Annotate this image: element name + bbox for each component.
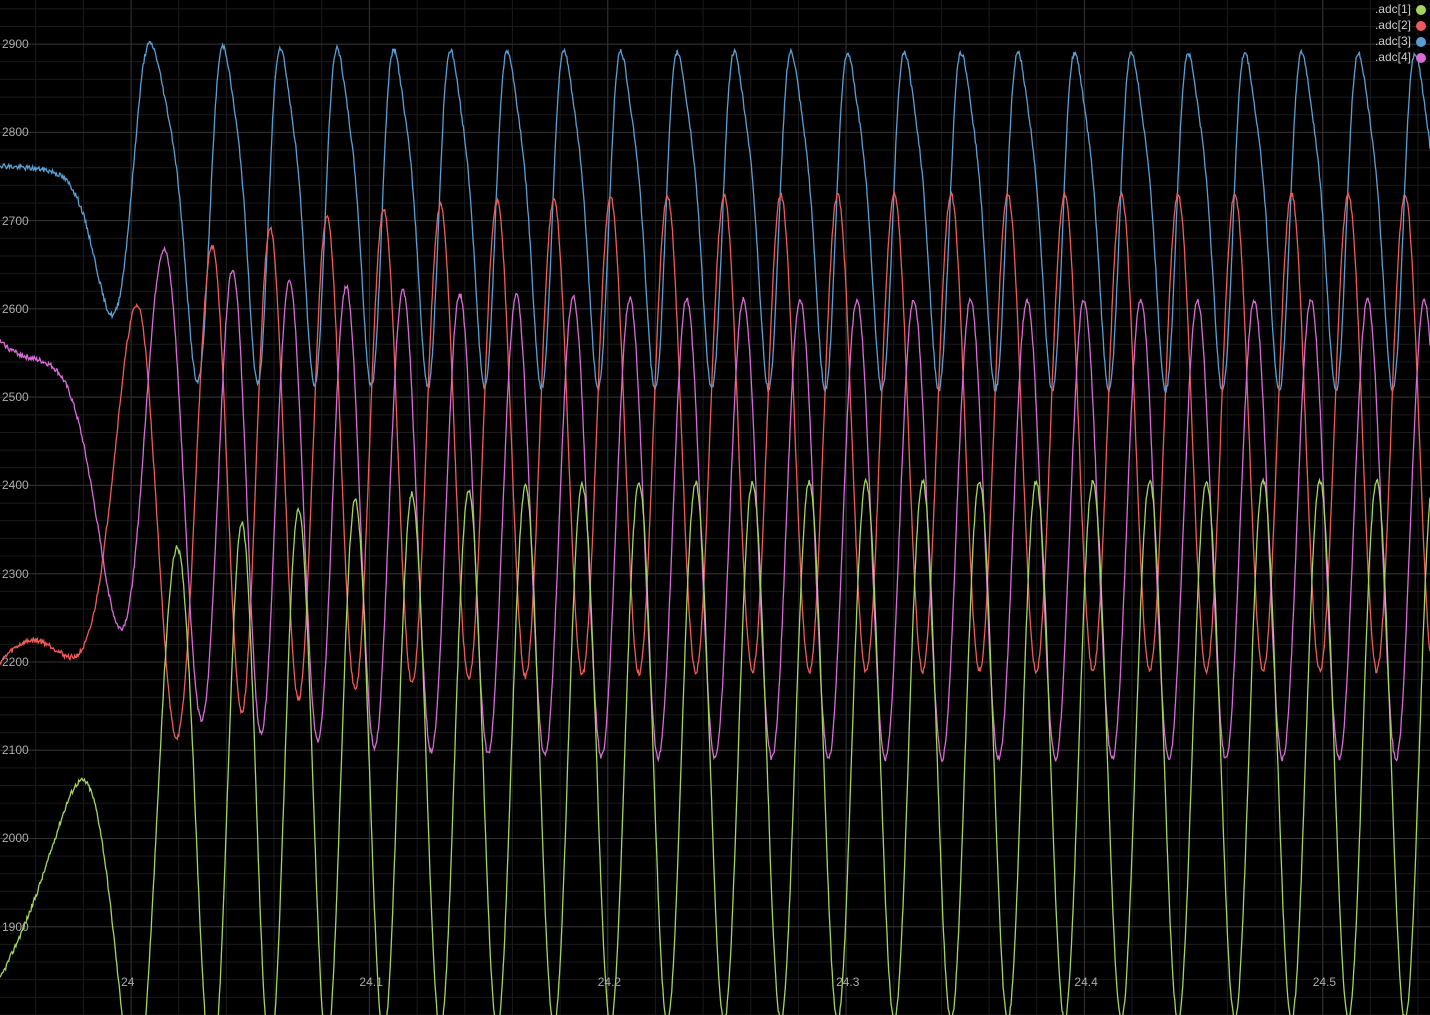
legend-label: .adc[4] bbox=[1375, 50, 1411, 65]
legend-label: .adc[2] bbox=[1375, 18, 1411, 33]
y-axis-label: 2900 bbox=[2, 37, 29, 51]
y-axis-label: 2400 bbox=[2, 478, 29, 492]
y-axis-label: 2200 bbox=[2, 655, 29, 669]
plot-container[interactable]: .adc[1].adc[2].adc[3].adc[4] 1900 2000 210… bbox=[0, 0, 1430, 1015]
legend-label: .adc[1] bbox=[1375, 2, 1411, 17]
grid-major bbox=[0, 0, 1430, 1015]
legend-swatch bbox=[1416, 53, 1426, 63]
legend: .adc[1].adc[2].adc[3].adc[4] bbox=[1375, 2, 1426, 66]
x-axis-label: 24 bbox=[121, 975, 134, 989]
series-line bbox=[0, 42, 1430, 393]
y-axis-label: 1900 bbox=[2, 920, 29, 934]
legend-swatch bbox=[1416, 5, 1426, 15]
y-axis-label: 2500 bbox=[2, 390, 29, 404]
y-axis-label: 2300 bbox=[2, 567, 29, 581]
grid-minor bbox=[0, 0, 1430, 1015]
y-axis-label: 2700 bbox=[2, 214, 29, 228]
legend-item[interactable]: .adc[2] bbox=[1375, 18, 1426, 33]
x-axis-label: 24.5 bbox=[1313, 975, 1336, 989]
y-axis-label: 2600 bbox=[2, 302, 29, 316]
y-axis-label: 2100 bbox=[2, 743, 29, 757]
legend-swatch bbox=[1416, 37, 1426, 47]
x-axis-label: 24.2 bbox=[598, 975, 621, 989]
x-axis-label: 24.4 bbox=[1074, 975, 1097, 989]
y-axis-label: 2000 bbox=[2, 831, 29, 845]
legend-item[interactable]: .adc[1] bbox=[1375, 2, 1426, 17]
plot-svg bbox=[0, 0, 1430, 1015]
x-axis-label: 24.3 bbox=[836, 975, 859, 989]
legend-label: .adc[3] bbox=[1375, 34, 1411, 49]
x-axis-label: 24.1 bbox=[359, 975, 382, 989]
legend-swatch bbox=[1416, 21, 1426, 31]
legend-item[interactable]: .adc[3] bbox=[1375, 34, 1426, 49]
legend-item[interactable]: .adc[4] bbox=[1375, 50, 1426, 65]
y-axis-label: 2800 bbox=[2, 125, 29, 139]
